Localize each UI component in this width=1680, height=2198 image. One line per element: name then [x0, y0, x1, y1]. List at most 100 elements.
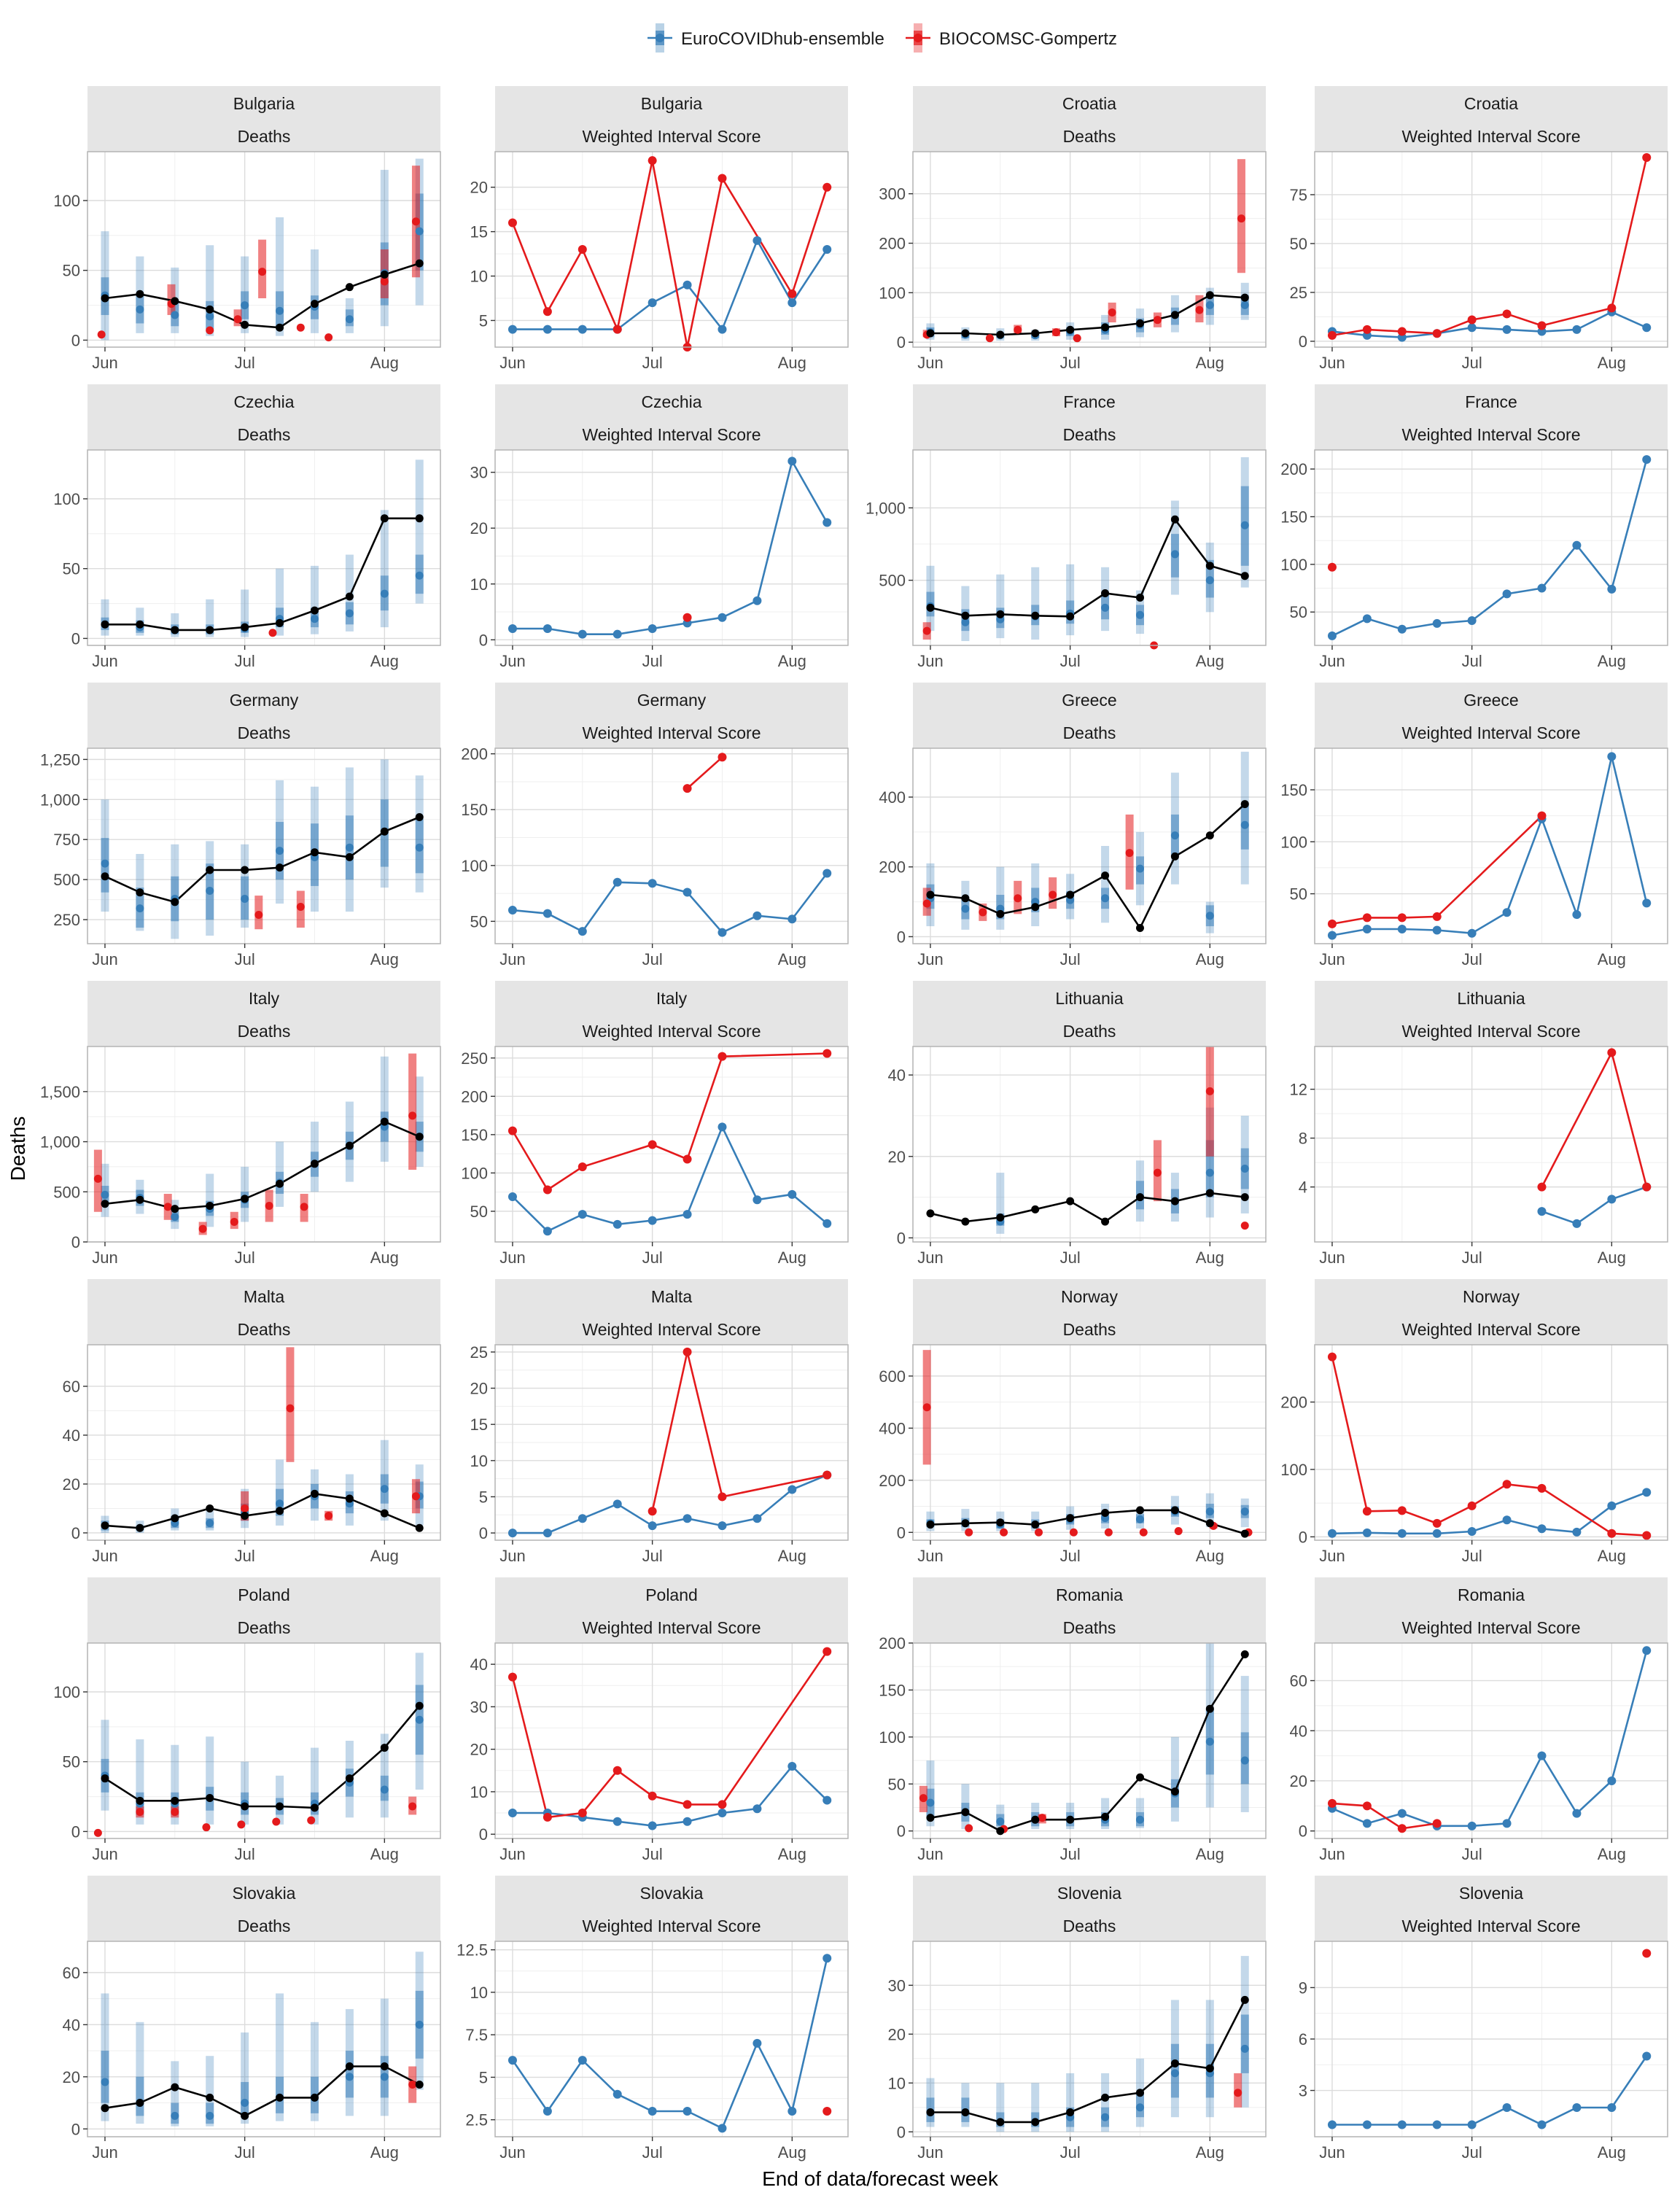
model-wis-point: [1642, 1949, 1652, 1958]
y-tick-label: 400: [879, 1419, 906, 1437]
model-wis-point: [682, 1154, 692, 1164]
panel-border: [87, 151, 441, 348]
observed-point: [926, 329, 935, 338]
ensemble-wis-point: [1642, 455, 1652, 465]
model-median-point: [1051, 328, 1060, 337]
y-tick-label: 100: [53, 1683, 80, 1701]
panel: Slovenia Weighted Interval Score 3 6 9 Jun Jul…: [1299, 1876, 1668, 2162]
observed-point: [206, 866, 214, 874]
observed-point: [1240, 800, 1249, 809]
panel-country: Romania: [1458, 1585, 1525, 1604]
observed-point: [996, 1518, 1005, 1527]
model-wis-point: [822, 1470, 832, 1480]
y-tick-label: 40: [888, 1066, 906, 1084]
observed-point: [1101, 2093, 1110, 2102]
x-axis-label: End of data/forecast week: [762, 2167, 999, 2190]
ensemble-interval-90: [241, 589, 249, 637]
x-tick-label: Aug: [1196, 1547, 1224, 1565]
y-tick-label: 400: [879, 788, 906, 807]
observed-point: [345, 592, 354, 601]
ensemble-interval-90: [996, 1173, 1005, 1234]
x-tick-label: Jun: [92, 1248, 117, 1267]
observed-point: [171, 1205, 179, 1213]
observed-point: [1135, 1506, 1144, 1515]
panel-country: Poland: [645, 1585, 698, 1604]
x-tick-label: Jul: [1462, 950, 1482, 968]
observed-point: [171, 297, 179, 306]
panel-border: [494, 1941, 849, 2137]
observed-point: [380, 1117, 389, 1126]
observed-point: [1205, 831, 1214, 840]
ensemble-wis-point: [508, 624, 517, 634]
y-tick-label: 20: [470, 519, 488, 537]
panel: Italy Weighted Interval Score 50 100 150 200 2…: [461, 981, 849, 1267]
model-wis-point: [822, 1647, 832, 1656]
observed-point: [1205, 291, 1214, 300]
y-tick-label: 50: [1290, 603, 1307, 621]
observed-point: [1170, 852, 1179, 861]
observed-point: [1135, 593, 1144, 602]
x-tick-label: Jul: [642, 1248, 663, 1267]
observed-line: [930, 1509, 1245, 1535]
panel-grid-lines: [495, 152, 848, 347]
x-tick-label: Jun: [92, 354, 117, 372]
ensemble-interval-90: [206, 2056, 214, 2127]
ensemble-wis-point: [1362, 2120, 1372, 2129]
panel-strip: [495, 86, 848, 152]
observed-point: [310, 1160, 319, 1168]
panel-grid-lines: [495, 1046, 848, 1242]
panel-country: Slovenia: [1057, 1884, 1121, 1903]
observed-point: [1031, 2118, 1040, 2127]
ensemble-interval-90: [380, 1056, 389, 1162]
panel: Czechia Weighted Interval Score 0 10 20 30 Jun…: [470, 384, 849, 670]
observed-point: [171, 1796, 179, 1805]
observed-point: [1240, 1193, 1249, 1202]
ensemble-wis-point: [542, 624, 552, 634]
observed-point: [1205, 1519, 1214, 1528]
model-wis-point: [578, 1809, 587, 1818]
ensemble-wis-point: [1607, 584, 1617, 594]
panel: France Deaths 500 1,000 Jun Jul Aug: [866, 384, 1267, 670]
observed-point: [1170, 1197, 1179, 1205]
observed-line: [930, 517, 1245, 618]
panel-metric: Weighted Interval Score: [1401, 1320, 1580, 1339]
panel-metric: Deaths: [238, 127, 291, 146]
y-tick-label: 40: [470, 1655, 488, 1674]
panel-grid-lines: [495, 1345, 848, 1540]
x-tick-label: Jul: [1462, 1845, 1482, 1863]
observed-line: [104, 262, 420, 329]
observed-point: [1031, 903, 1040, 912]
panel: Bulgaria Deaths 0 50 100 Jun Jul Aug: [53, 86, 441, 372]
ensemble-interval-90: [1066, 564, 1075, 636]
observed-point: [996, 330, 1005, 339]
panel-country: Lithuania: [1457, 989, 1525, 1008]
panel: Romania Weighted Interval Score 0 20 40 60 Jun…: [1290, 1577, 1668, 1863]
y-tick-label: 200: [879, 858, 906, 877]
y-tick-label: 50: [888, 1775, 906, 1793]
ensemble-wis-point: [752, 1804, 762, 1814]
panel: Norway Deaths 0 200 400 600 Jun Jul Aug: [879, 1279, 1267, 1565]
ensemble-wis-point: [1607, 1195, 1617, 1204]
observed-line: [104, 2065, 420, 2117]
x-tick-label: Aug: [778, 1248, 806, 1267]
panel-country: Norway: [1061, 1287, 1118, 1306]
y-tick-label: 6: [1299, 2030, 1307, 2049]
x-tick-label: Jun: [499, 2143, 525, 2162]
ensemble-interval-90: [996, 2083, 1005, 2132]
panel-border: [1314, 1344, 1668, 1541]
observed-point: [1031, 1205, 1040, 1213]
observed-line: [930, 1653, 1246, 1833]
model-median-point: [1035, 1528, 1043, 1537]
ensemble-interval-90: [1031, 567, 1040, 640]
observed-point: [415, 2081, 424, 2089]
model-median-point: [380, 277, 389, 286]
ensemble-wis-point: [1502, 2103, 1512, 2113]
model-median-point: [1000, 1528, 1008, 1537]
model-median-point: [411, 217, 420, 226]
x-tick-label: Aug: [778, 652, 806, 670]
panel-country: Slovakia: [640, 1884, 704, 1903]
ensemble-wis-point: [1642, 1488, 1652, 1497]
model-wis-point: [682, 784, 692, 793]
observed-point: [241, 1512, 249, 1520]
ensemble-interval-90: [276, 1993, 284, 2121]
